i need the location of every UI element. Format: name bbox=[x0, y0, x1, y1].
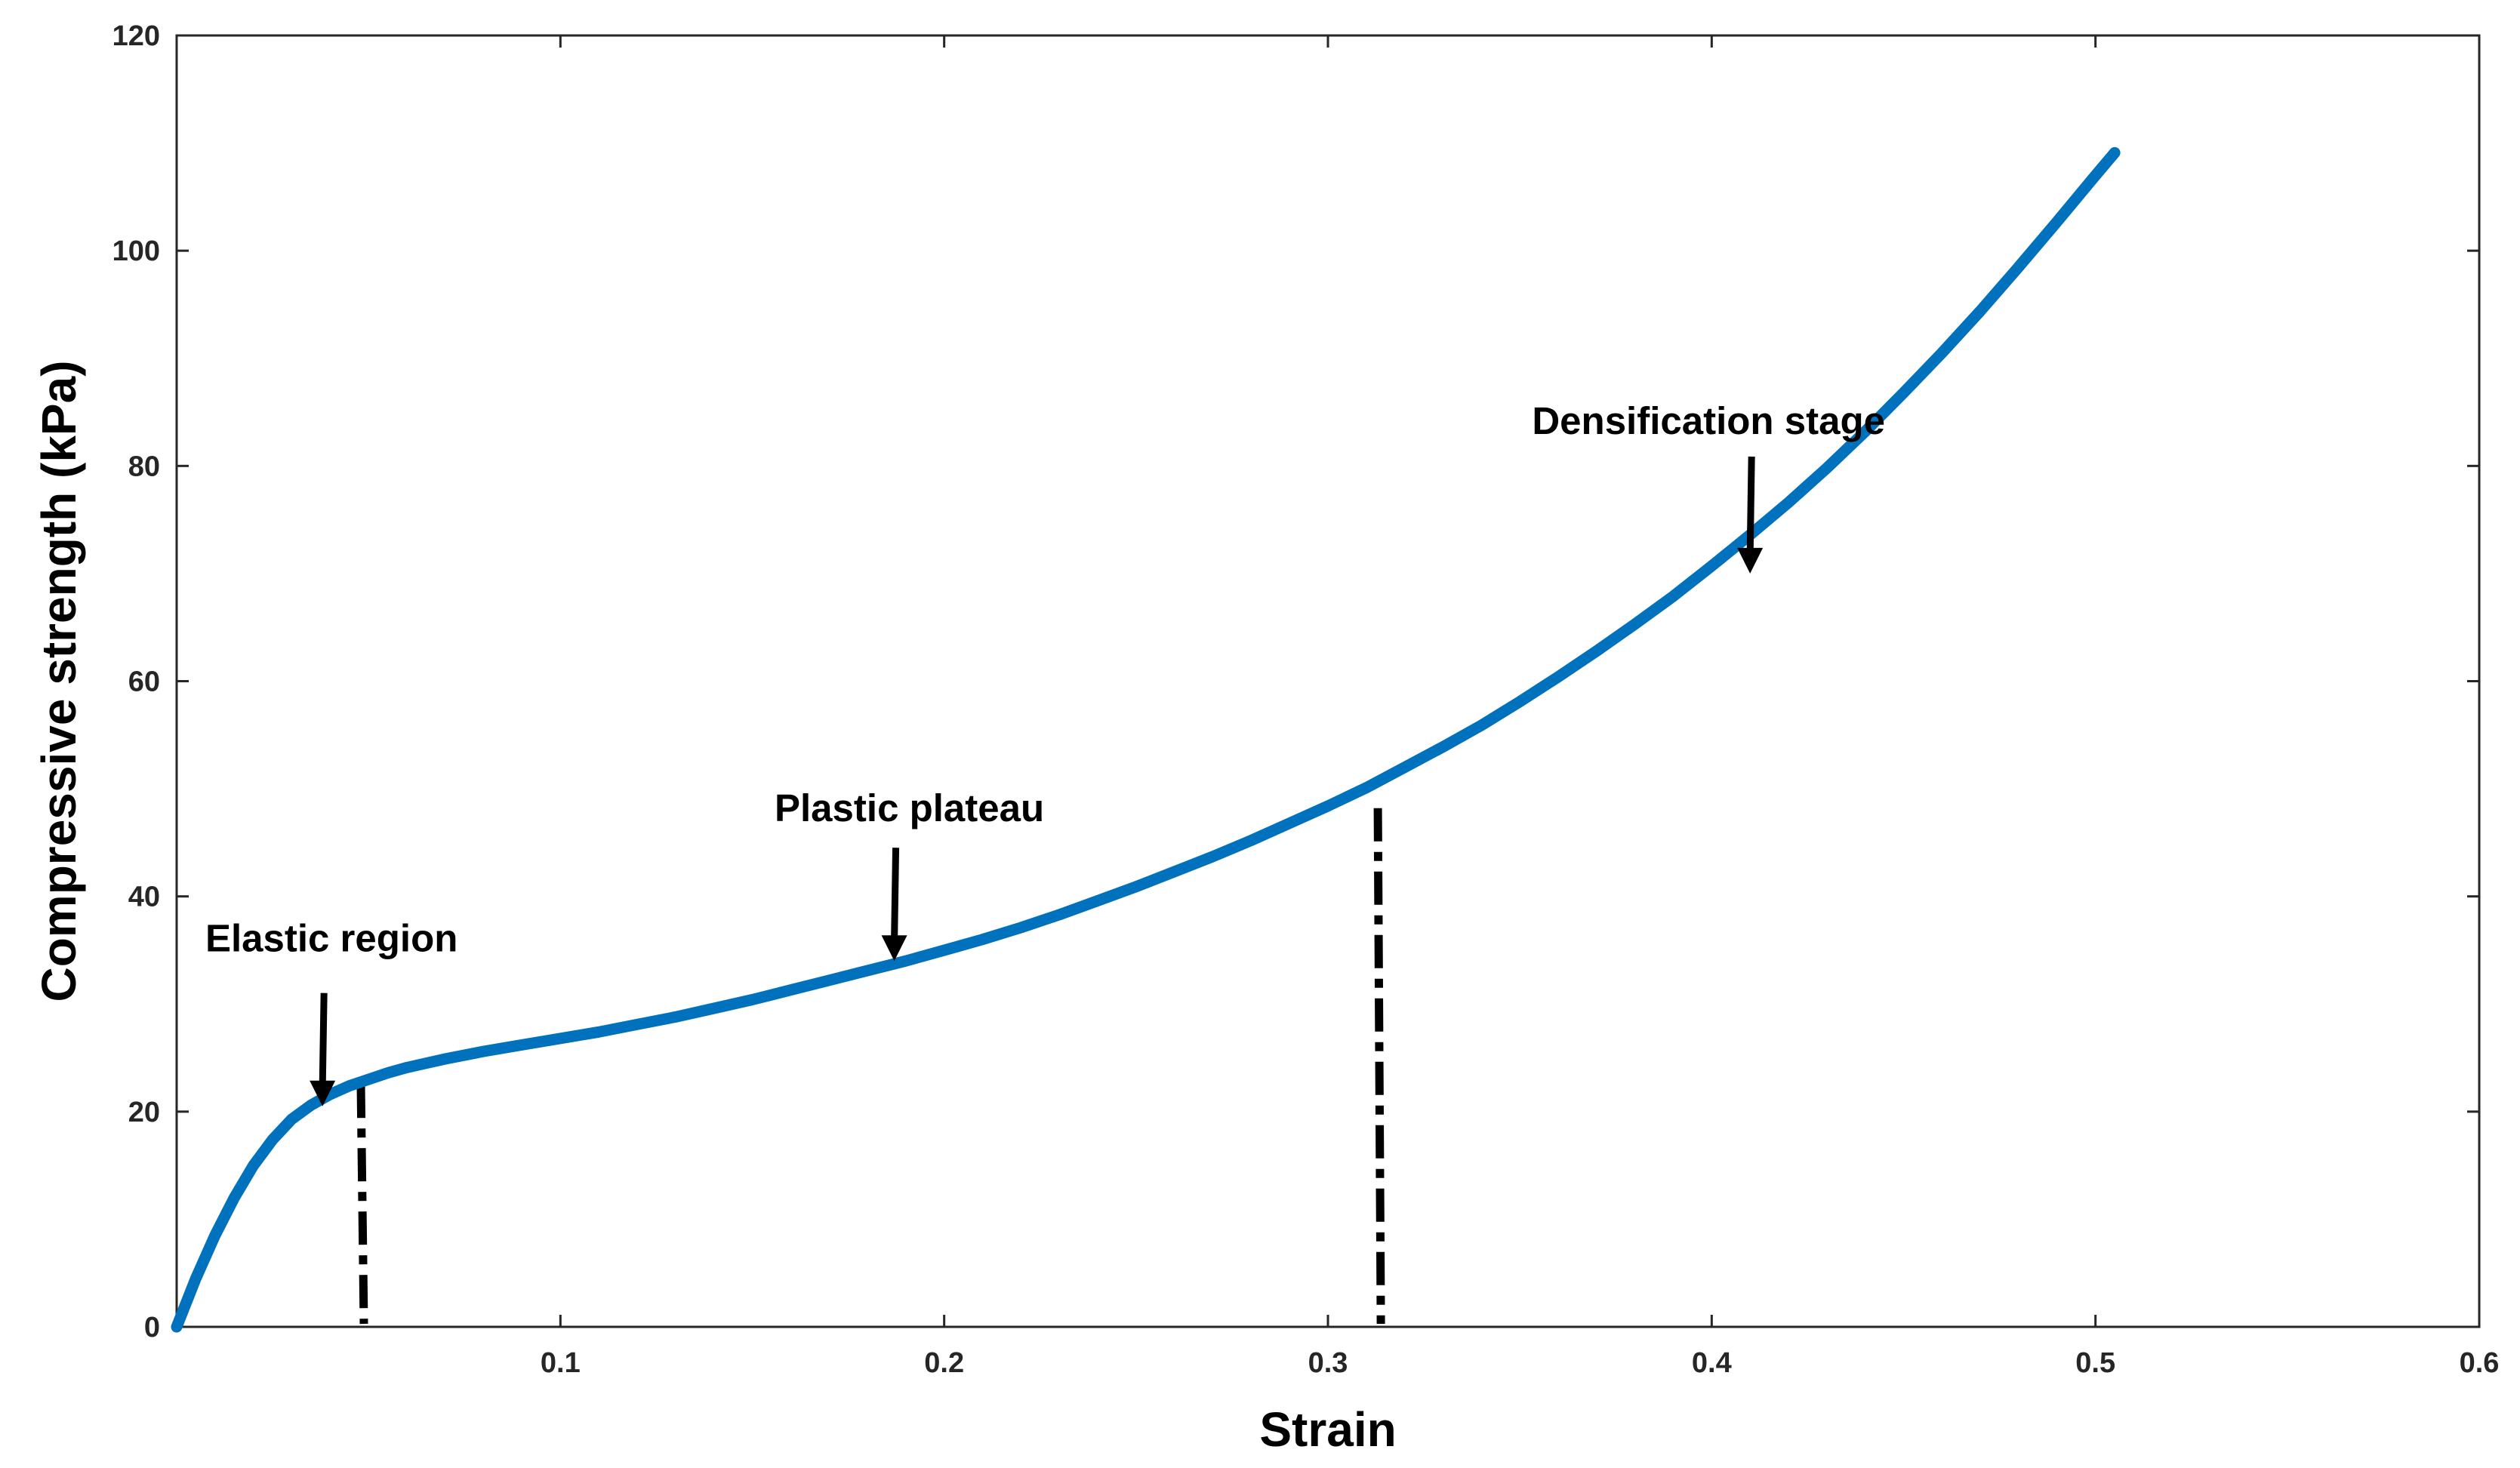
strain-curve bbox=[171, 146, 2121, 1333]
x-tick-label: 0.6 bbox=[2460, 1347, 2500, 1379]
annotations: Elastic region Plastic plateau Densificati… bbox=[205, 399, 1885, 1106]
y-tick-label: 100 bbox=[112, 235, 160, 267]
stage-boundaries bbox=[356, 808, 1385, 1325]
plot-area bbox=[175, 34, 2481, 1328]
stage-boundary-line bbox=[1373, 808, 1385, 1325]
annotation-arrow-shaft bbox=[891, 848, 900, 942]
annotation-arrow-head bbox=[1737, 547, 1764, 574]
y-tick-label: 0 bbox=[144, 1312, 160, 1343]
annotation-label: Densification stage bbox=[1532, 399, 1885, 442]
stage-boundary-line bbox=[356, 1085, 368, 1325]
y-tick-label: 60 bbox=[128, 666, 160, 698]
annotation-arrow-head bbox=[881, 935, 907, 962]
axis-ticks: 0.1 0.2 0.3 0.4 0.5 0.6 0 20 40 60 80 100 120 bbox=[112, 20, 2500, 1379]
y-tick-label: 80 bbox=[128, 451, 160, 482]
x-tick-label: 0.1 bbox=[541, 1347, 581, 1379]
annotation-label: Plastic plateau bbox=[775, 786, 1044, 829]
annotation-arrow-shaft bbox=[319, 993, 328, 1087]
annotation-label: Elastic region bbox=[205, 917, 457, 960]
x-axis-title: Strain bbox=[1259, 1402, 1396, 1457]
series-group bbox=[171, 146, 2121, 1333]
y-axis-title: Compressive strength (kPa) bbox=[32, 360, 86, 1002]
x-tick-label: 0.4 bbox=[1692, 1347, 1732, 1379]
x-tick-label: 0.5 bbox=[2075, 1347, 2115, 1379]
annotation-arrow-shaft bbox=[1746, 456, 1755, 554]
annotation-arrow-head bbox=[310, 1080, 336, 1106]
y-tick-label: 20 bbox=[128, 1097, 160, 1128]
x-tick-label: 0.3 bbox=[1308, 1347, 1348, 1379]
y-tick-label: 120 bbox=[112, 20, 160, 52]
plot-frame bbox=[175, 34, 2481, 1328]
x-tick-label: 0.2 bbox=[924, 1347, 964, 1379]
y-tick-label: 40 bbox=[128, 882, 160, 913]
